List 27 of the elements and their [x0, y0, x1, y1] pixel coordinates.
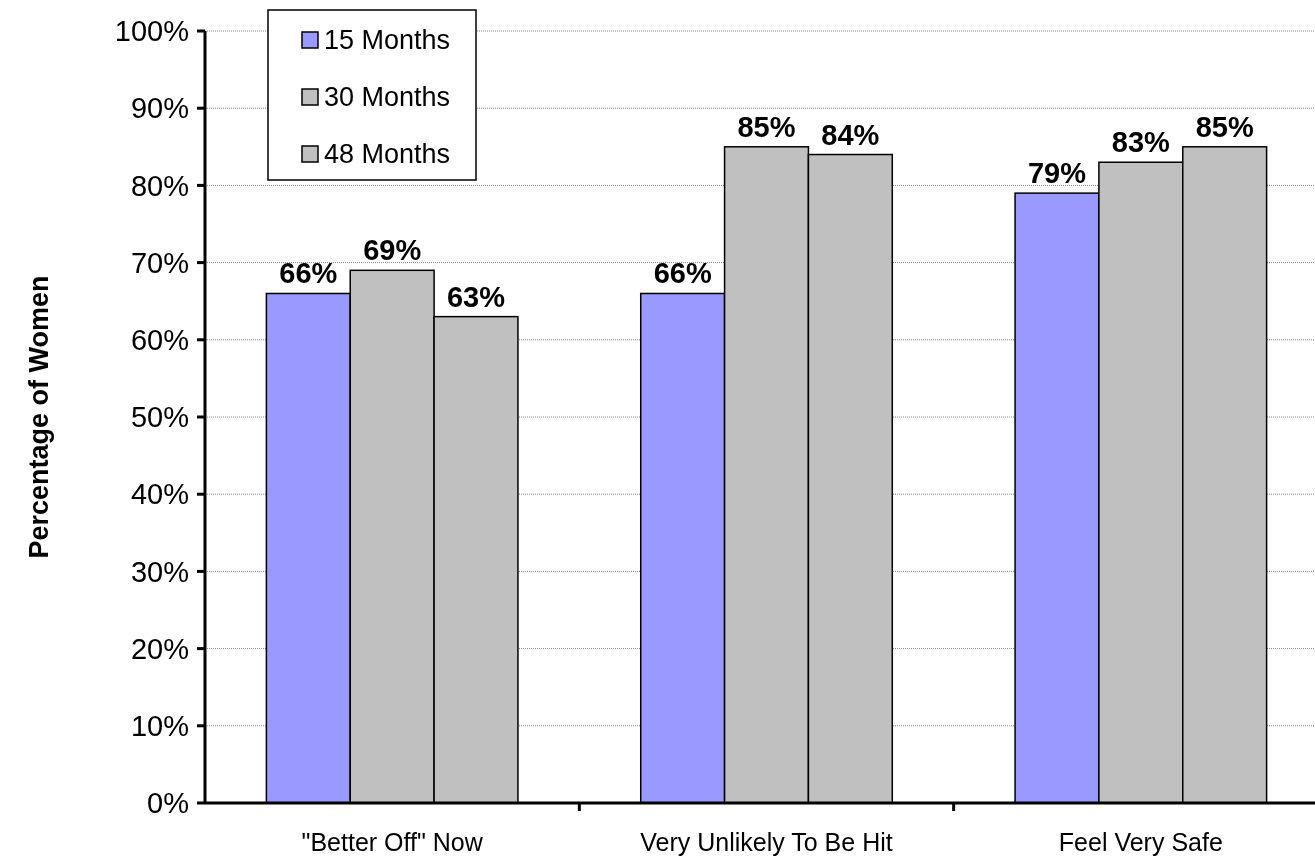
y-tick-label: 20%	[130, 632, 189, 665]
data-label: 85%	[737, 110, 796, 143]
y-tick-label: 50%	[130, 401, 189, 434]
y-tick-label: 0%	[147, 787, 189, 820]
x-tick-label: "Better Off" Now	[301, 828, 484, 856]
data-label: 83%	[1111, 126, 1171, 159]
data-label: 66%	[279, 257, 338, 290]
y-tick-label: 100%	[114, 15, 189, 48]
x-tick-label: Very Unlikely To Be Hit	[640, 828, 893, 856]
data-label: 66%	[653, 257, 712, 290]
x-tick-label: Feel Very Safe	[1058, 828, 1223, 856]
data-label: 85%	[1195, 110, 1254, 143]
y-axis-title: Percentage of Women	[24, 275, 54, 559]
y-tick-label: 90%	[130, 92, 189, 125]
data-label: 69%	[363, 234, 422, 267]
y-tick-label: 10%	[130, 709, 189, 742]
y-tick-label: 30%	[130, 555, 189, 588]
y-tick-label: 70%	[130, 246, 189, 279]
y-tick-label: 80%	[130, 169, 189, 202]
data-label: 63%	[446, 280, 506, 313]
legend-label: 30 Months	[324, 82, 451, 113]
y-tick-label: 60%	[130, 323, 189, 356]
legend-label: 48 Months	[324, 139, 451, 170]
data-label: 79%	[1027, 157, 1087, 190]
y-tick-label: 40%	[130, 478, 189, 511]
data-label: 84%	[821, 118, 880, 151]
legend-label: 15 Months	[324, 25, 451, 56]
